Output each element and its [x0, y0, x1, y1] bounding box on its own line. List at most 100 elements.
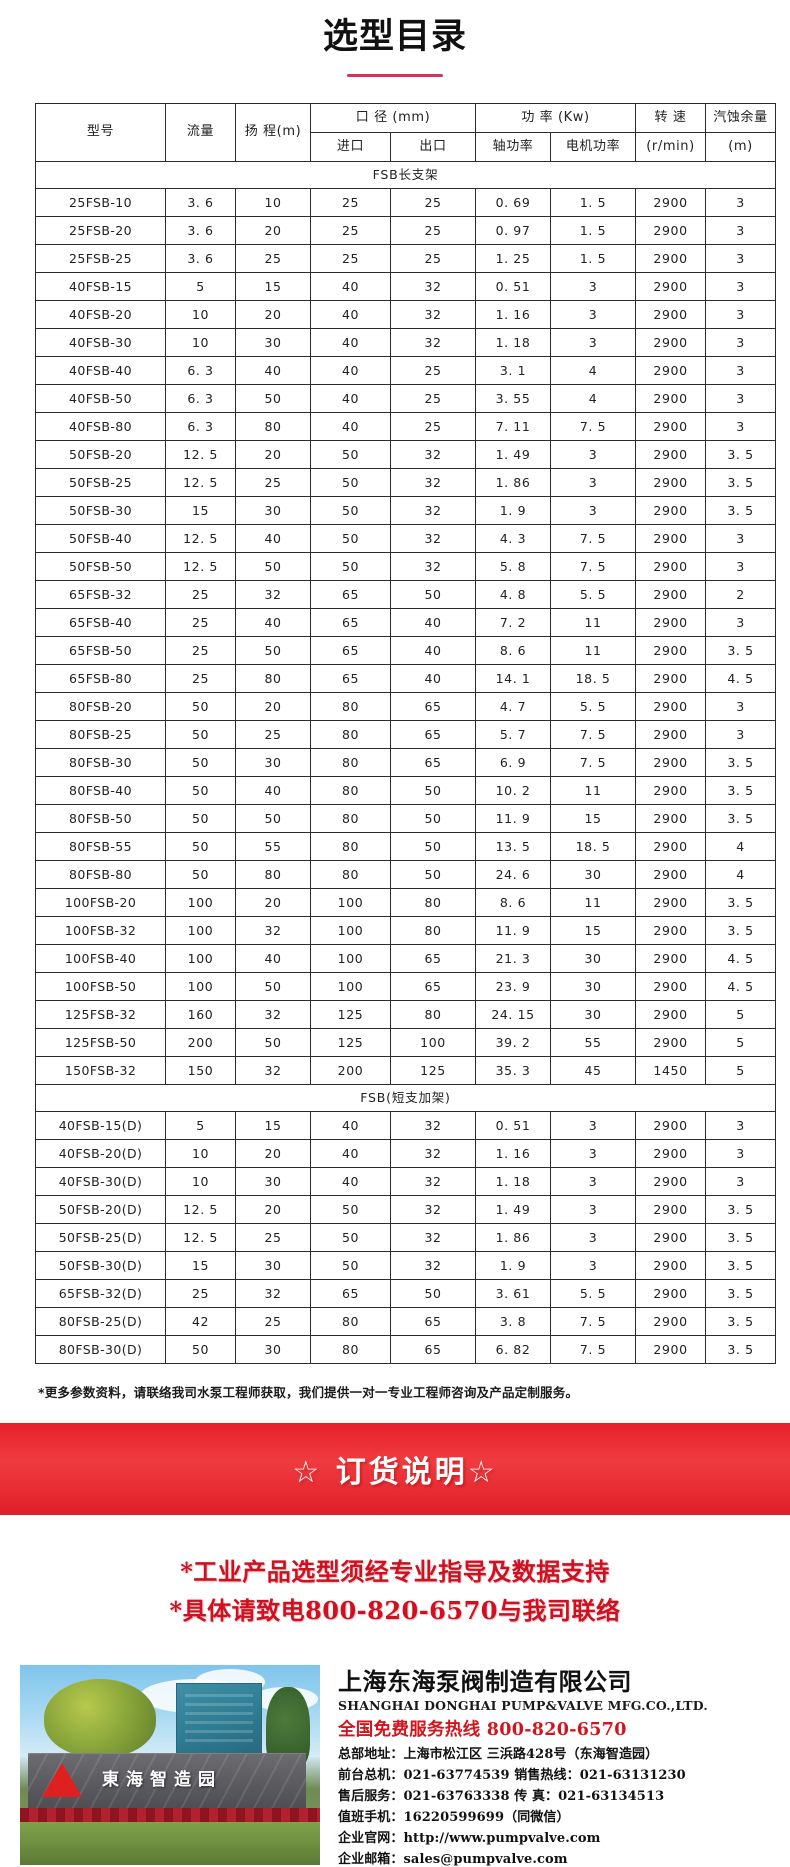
cell-value: 2900 — [635, 244, 707, 273]
cell-value: 3. 8 — [475, 1307, 552, 1336]
cell-value: 65 — [310, 608, 391, 637]
cell-value: 2900 — [635, 1307, 707, 1336]
cell-value: 35. 3 — [475, 1056, 552, 1085]
cell-value: 3 — [550, 1195, 637, 1224]
cell-value: 50 — [389, 1279, 477, 1308]
cell-model: 50FSB-40 — [35, 524, 166, 553]
cell-value: 2900 — [635, 216, 707, 245]
cell-value: 1. 5 — [550, 188, 637, 217]
cell-value: 80 — [389, 916, 477, 945]
cell-value: 2900 — [635, 412, 707, 441]
cell-value: 25 — [235, 468, 311, 497]
cell-value: 24. 15 — [475, 1000, 552, 1029]
cell-value: 3 — [550, 496, 637, 525]
cell-value: 25 — [235, 244, 311, 273]
cell-value: 25 — [165, 580, 236, 609]
cell-value: 3. 5 — [705, 636, 777, 665]
table-row: 50FSB-25(D) 12. 5 25 50 32 1. 86 3 2900 3. 5 — [35, 1223, 777, 1252]
cell-value: 3. 5 — [705, 1335, 777, 1364]
cell-value: 6. 82 — [475, 1335, 552, 1364]
cell-value: 50 — [389, 580, 477, 609]
col-header-model: 型号 — [35, 103, 166, 162]
contact-line: 售后服务：021-63763338 传 真：021-63134513 — [338, 1788, 665, 1804]
table-row: 80FSB-25(D) 42 25 80 65 3. 8 7. 5 2900 3. 5 — [35, 1307, 777, 1336]
cell-value: 40 — [310, 328, 391, 357]
cell-value: 1. 9 — [475, 1251, 552, 1280]
col-header-inlet: 进口 — [310, 132, 391, 162]
cell-value: 2900 — [635, 720, 707, 749]
cell-value: 65 — [389, 1307, 477, 1336]
contact-line: 值班手机：16220599699（同微信） — [338, 1809, 570, 1825]
cell-value: 32 — [235, 1279, 311, 1308]
cell-value: 80 — [389, 1000, 477, 1029]
cell-value: 50 — [165, 776, 236, 805]
cell-value: 50 — [310, 552, 391, 581]
cell-value: 80 — [310, 804, 391, 833]
cell-value: 80 — [389, 888, 477, 917]
cell-value: 20 — [235, 1139, 311, 1168]
cell-model: 80FSB-30(D) — [35, 1335, 166, 1364]
cell-value: 3. 6 — [165, 244, 236, 273]
cell-value: 50 — [389, 776, 477, 805]
cell-value: 100 — [165, 916, 236, 945]
cell-value: 30 — [235, 1335, 311, 1364]
table-row: 65FSB-50 25 50 65 40 8. 6 11 2900 3. 5 — [35, 636, 777, 665]
cell-value: 50 — [165, 860, 236, 889]
cell-value: 3. 5 — [705, 1223, 777, 1252]
cell-model: 80FSB-55 — [35, 832, 166, 861]
cell-value: 18. 5 — [550, 664, 637, 693]
cell-value: 2900 — [635, 552, 707, 581]
cell-value: 11 — [550, 608, 637, 637]
cell-value: 2900 — [635, 1111, 707, 1140]
cell-value: 3. 61 — [475, 1279, 552, 1308]
cell-model: 125FSB-50 — [35, 1028, 166, 1057]
cell-value: 4 — [550, 356, 637, 385]
cell-value: 32 — [235, 1000, 311, 1029]
col-header-npsh-unit: (m) — [705, 132, 777, 162]
cell-value: 2900 — [635, 860, 707, 889]
cell-value: 11. 9 — [475, 804, 552, 833]
cell-value: 5. 5 — [550, 1279, 637, 1308]
cell-model: 80FSB-20 — [35, 692, 166, 721]
cell-value: 7. 2 — [475, 608, 552, 637]
table-row: 80FSB-80 50 80 80 50 24. 6 30 2900 4 — [35, 860, 777, 889]
col-header-power-group: 功 率 (Kw) — [475, 103, 637, 133]
cell-model: 100FSB-50 — [35, 972, 166, 1001]
cell-value: 50 — [165, 692, 236, 721]
cell-value: 2900 — [635, 468, 707, 497]
cell-value: 40 — [310, 412, 391, 441]
contact-line: 企业邮箱：sales@pumpvalve.com — [338, 1851, 568, 1867]
cell-value: 23. 9 — [475, 972, 552, 1001]
cell-value: 80 — [310, 720, 391, 749]
cell-value: 32 — [389, 300, 477, 329]
cell-value: 6. 9 — [475, 748, 552, 777]
col-header-flow: 流量 — [165, 103, 236, 162]
cell-value: 50 — [389, 860, 477, 889]
order-note-line-2: *具体请致电800-820-6570与我司联络 — [169, 1595, 621, 1625]
cell-value: 1450 — [635, 1056, 707, 1085]
cell-model: 25FSB-20 — [35, 216, 166, 245]
cell-value: 5. 5 — [550, 692, 637, 721]
cell-value: 2900 — [635, 1028, 707, 1057]
table-row: 65FSB-32 25 32 65 50 4. 8 5. 5 2900 2 — [35, 580, 777, 609]
cell-value: 7. 5 — [550, 1335, 637, 1364]
cell-value: 40 — [389, 664, 477, 693]
cell-value: 4. 5 — [705, 944, 777, 973]
cell-value: 1. 16 — [475, 300, 552, 329]
cell-value: 80 — [310, 748, 391, 777]
cell-value: 3. 5 — [705, 496, 777, 525]
table-row: 40FSB-20 10 20 40 32 1. 16 3 2900 3 — [35, 300, 777, 329]
table-row: 100FSB-32 100 32 100 80 11. 9 15 2900 3. 5 — [35, 916, 777, 945]
table-section-row: FSB(短支加架) — [34, 1084, 777, 1112]
cell-value: 2900 — [635, 608, 707, 637]
cell-value: 40 — [389, 636, 477, 665]
cell-value: 20 — [235, 692, 311, 721]
cell-value: 32 — [389, 496, 477, 525]
cell-value: 3. 5 — [705, 776, 777, 805]
cell-value: 40 — [310, 300, 391, 329]
cell-value: 65 — [310, 1279, 391, 1308]
cell-value: 80 — [310, 776, 391, 805]
cell-value: 50 — [165, 1335, 236, 1364]
cell-value: 32 — [235, 1056, 311, 1085]
cell-value: 30 — [235, 496, 311, 525]
